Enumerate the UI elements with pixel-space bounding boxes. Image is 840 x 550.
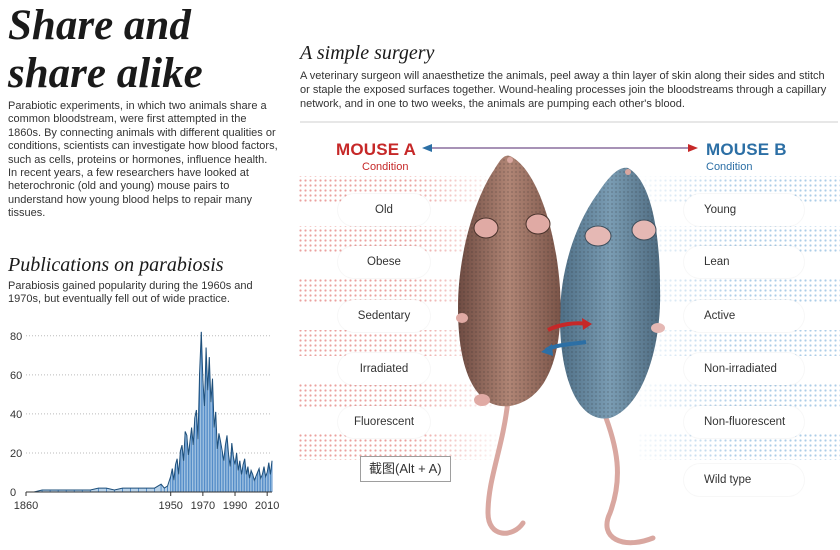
surgery-description: A veterinary surgeon will anaesthetize t… [300,70,827,110]
publications-title: Publications on parabiosis [8,254,224,276]
mouse-a-condition-sedentary: Sedentary [338,300,430,332]
mouse-b-condition-non-irradiated: Non-irradiated [684,353,804,385]
mouse-b-condition-lean: Lean [684,246,804,278]
intro-text: Parabiotic experiments, in which two ani… [8,100,278,220]
mouse-b-condition-non-fluorescent: Non-fluorescent [684,406,804,438]
mouse-a-figure [456,155,561,407]
series-area [26,331,272,492]
surgery-title: A simple surgery [300,42,435,64]
x-tick-label: 1990 [223,500,247,512]
mouse-b-figure [560,167,665,419]
series-line [26,331,273,493]
publications-subtitle: Parabiosis gained popularity during the … [8,280,253,306]
x-tick-label: 1860 [14,500,38,512]
publications-chart: 0 20 40 60 80 1860 1950 1970 1990 2010 [10,331,279,512]
y-tick-label: 80 [10,331,22,343]
y-tick-label: 0 [10,487,16,499]
x-tick-label: 1950 [158,500,182,512]
mouse-b-condition-young: Young [684,194,804,226]
y-tick-label: 20 [10,448,22,460]
main-title: Share and share alike [8,2,203,97]
blood-exchange-arrows [541,318,592,356]
mouse-a-condition-old: Old [338,194,430,226]
mouse-b-condition-label: Condition [706,161,753,173]
x-tick-label: 2010 [255,500,279,512]
y-tick-label: 60 [10,370,22,382]
mouse-b-condition-wild-type: Wild type [684,464,804,496]
parabiosis-illustration [298,121,840,546]
mouse-b-label: MOUSE B [706,140,787,159]
mouse-a-condition-irradiated: Irradiated [338,353,430,385]
mouse-b-condition-active: Active [684,300,804,332]
mouse-a-condition-label: Condition [362,161,409,173]
y-tick-label: 40 [10,409,22,421]
mouse-a-condition-obese: Obese [338,246,430,278]
screenshot-tooltip: 截图(Alt + A) [360,456,451,482]
x-tick-label: 1970 [191,500,215,512]
mouse-a-condition-fluorescent: Fluorescent [338,406,430,438]
mouse-a-label: MOUSE A [336,140,417,159]
